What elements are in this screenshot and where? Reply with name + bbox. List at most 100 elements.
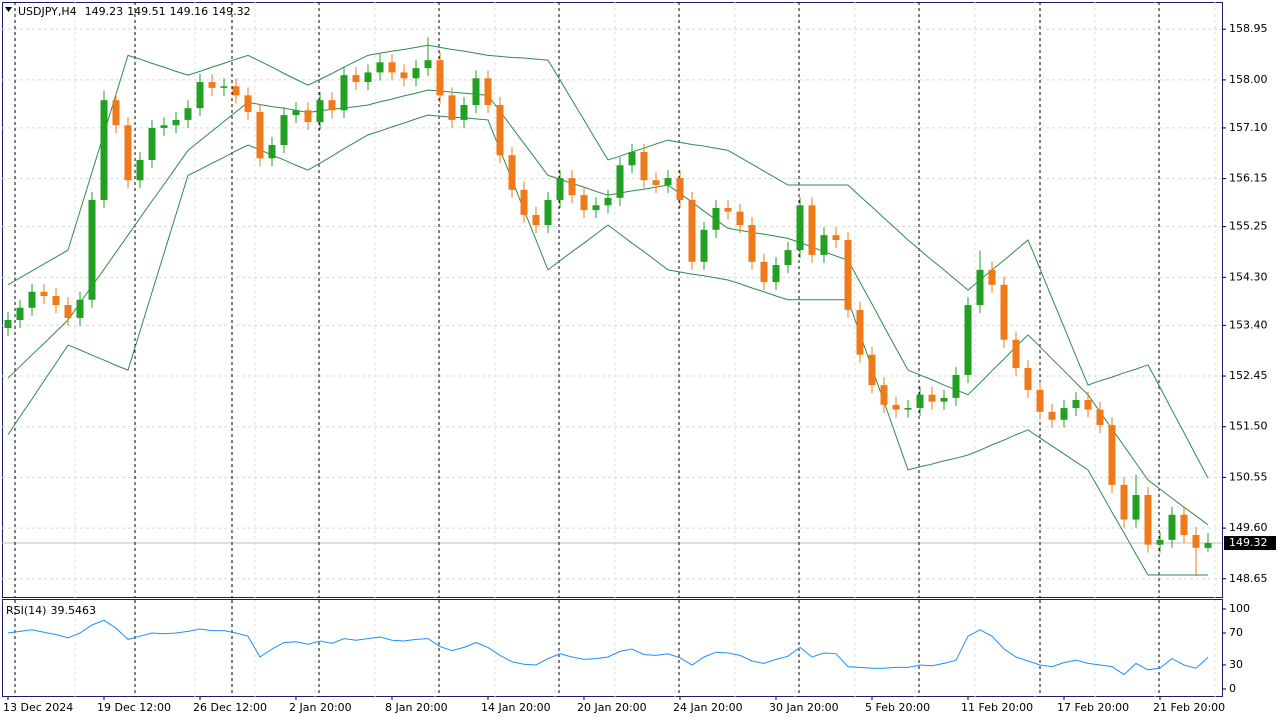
candle-body (952, 374, 960, 398)
candle-body (1048, 411, 1056, 420)
menu-triangle[interactable] (5, 7, 12, 12)
candle-body (604, 197, 612, 206)
x-tick-label: 5 Feb 20:00 (865, 701, 930, 714)
candle-body (868, 354, 876, 386)
candle-body (1156, 539, 1164, 545)
candle-body (16, 307, 24, 321)
candle-body (544, 199, 552, 226)
candle-body (904, 408, 912, 410)
rsi-tick-label: 100 (1229, 602, 1250, 615)
candle-body (220, 86, 228, 88)
x-tick-label: 2 Jan 20:00 (289, 701, 352, 714)
candle-body (388, 62, 396, 73)
bollinger-band (7, 114, 1208, 576)
candle-body (1120, 484, 1128, 520)
header-close: 149.32 (212, 5, 251, 18)
candle-body (820, 235, 828, 255)
y-tick-label: 154.30 (1229, 270, 1268, 283)
candle-body (4, 320, 12, 329)
candle-body (352, 75, 360, 83)
candle-body (880, 385, 888, 405)
candle-body (760, 261, 768, 283)
y-tick-label: 157.10 (1229, 121, 1268, 134)
candle-body (436, 60, 444, 96)
x-tick-label: 11 Feb 20:00 (961, 701, 1033, 714)
y-tick-label: 149.60 (1229, 521, 1268, 534)
candle-body (892, 404, 900, 410)
candle-body (364, 72, 372, 83)
y-tick-label: 148.65 (1229, 572, 1268, 585)
candle-body (616, 165, 624, 198)
candle-body (736, 211, 744, 226)
candle-body (1108, 425, 1116, 485)
candle-body (1132, 495, 1140, 520)
axis-layer: 148.65 149.60 150.55 151.50 152.45 153.40 154.… (3, 22, 1276, 714)
candle-body (556, 178, 564, 200)
candle-body (496, 104, 504, 156)
candle-body (712, 207, 720, 230)
candle-body (1096, 409, 1104, 426)
x-tick-label: 19 Dec 12:00 (97, 701, 171, 714)
candle-body (1192, 535, 1200, 548)
rsi-title: RSI(14) (6, 604, 46, 617)
candle-body (376, 62, 384, 73)
candle-body (1072, 400, 1080, 409)
candle-body (592, 205, 600, 211)
candle-body (628, 151, 636, 166)
rsi-tick-label: 70 (1229, 626, 1243, 639)
candle-body (88, 199, 96, 300)
x-tick-label: 24 Jan 20:00 (673, 701, 743, 714)
x-tick-label: 14 Jan 20:00 (481, 701, 551, 714)
candle-body (796, 205, 804, 251)
header-low: 149.16 (170, 5, 209, 18)
candle-body (1084, 400, 1092, 410)
candle-body (976, 269, 984, 306)
candle-body (916, 394, 924, 409)
candle-body (856, 309, 864, 355)
rsi-pane (2, 599, 1223, 697)
candle-body (988, 269, 996, 285)
candle-body (1144, 495, 1152, 545)
candle-body (184, 108, 192, 120)
candles-layer (4, 37, 1212, 577)
y-tick-label: 156.15 (1229, 172, 1268, 185)
symbol: USDJPY,H4 (18, 5, 77, 18)
x-tick-label: 8 Jan 20:00 (385, 701, 448, 714)
y-tick-label: 158.95 (1229, 22, 1268, 35)
candle-body (484, 78, 492, 105)
price-pane (2, 2, 1223, 598)
candle-body (568, 178, 576, 196)
candle-body (472, 78, 480, 105)
candle-body (1000, 284, 1008, 340)
candle-body (1180, 514, 1188, 536)
candle-body (844, 239, 852, 310)
chart-header: USDJPY,H4 149.23 149.51 149.16 149.32 (18, 5, 251, 18)
candle-body (340, 75, 348, 111)
candle-body (664, 178, 672, 186)
candle-body (160, 125, 168, 128)
candle-body (772, 265, 780, 283)
y-tick-label: 150.55 (1229, 470, 1268, 483)
candle-body (28, 291, 36, 308)
candle-body (640, 151, 648, 181)
candle-body (1012, 339, 1020, 369)
candle-body (508, 155, 516, 190)
candle-body (124, 125, 132, 181)
y-tick-label: 155.25 (1229, 220, 1268, 233)
y-tick-label: 153.40 (1229, 318, 1268, 331)
rsi-layer (7, 619, 1209, 676)
y-tick-label: 158.00 (1229, 73, 1268, 86)
candle-body (172, 119, 180, 126)
candle-body (460, 104, 468, 120)
candle-body (148, 127, 156, 160)
candle-body (652, 180, 660, 186)
candle-body (268, 144, 276, 159)
candle-body (208, 82, 216, 88)
candle-body (1060, 408, 1068, 420)
bollinger-band (7, 44, 1209, 479)
current-price-label: 149.32 (1229, 536, 1268, 549)
candle-body (112, 100, 120, 126)
candle-body (304, 110, 312, 123)
candle-body (1024, 368, 1032, 390)
